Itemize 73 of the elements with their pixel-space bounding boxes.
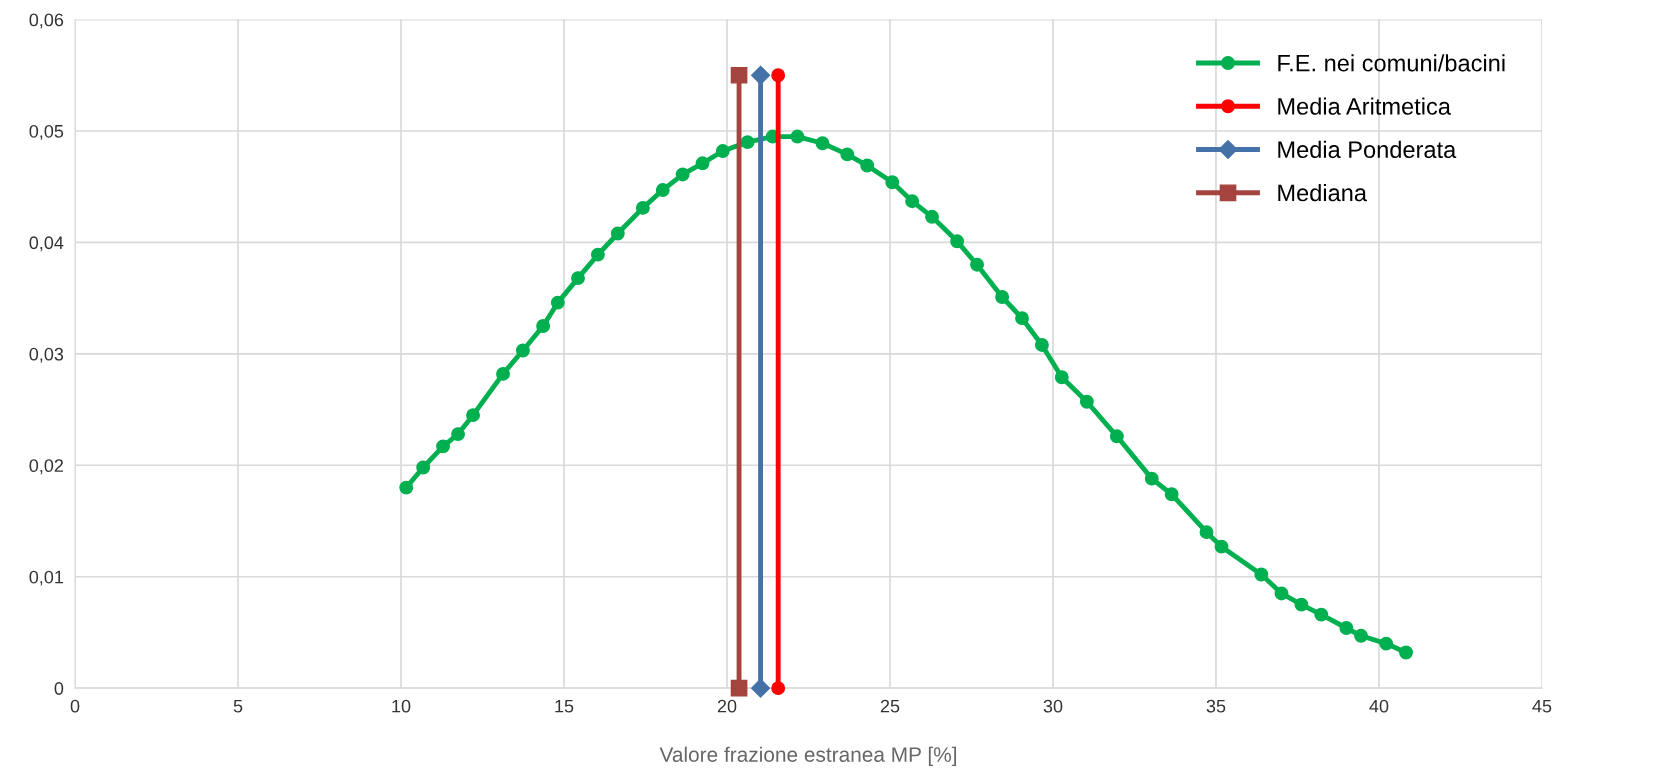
point <box>840 147 855 162</box>
point <box>1199 525 1214 540</box>
point <box>1144 471 1159 486</box>
point <box>790 129 805 144</box>
x-tick-label: 45 <box>1532 699 1552 713</box>
point <box>995 290 1010 304</box>
point <box>695 156 710 171</box>
x-tick-label: 40 <box>1369 699 1389 713</box>
point <box>675 167 690 182</box>
point <box>885 175 900 190</box>
point <box>496 366 510 381</box>
legend-label: F.E. nei comuni/bacini <box>1278 54 1505 72</box>
point <box>1214 539 1229 554</box>
point <box>730 679 748 697</box>
x-tick-label: 30 <box>1043 699 1063 713</box>
point <box>451 427 465 442</box>
point <box>950 234 965 249</box>
point <box>1399 645 1413 660</box>
point <box>610 226 625 241</box>
x-tick-label: 10 <box>392 699 411 713</box>
point <box>635 200 650 215</box>
legend-label: Mediana <box>1278 183 1367 202</box>
point <box>905 194 920 209</box>
legend-label: Media Ponderata <box>1278 140 1457 159</box>
point <box>1079 394 1094 409</box>
point <box>970 257 984 272</box>
point <box>1015 311 1029 326</box>
x-tick-label: 25 <box>880 699 900 713</box>
point <box>1294 597 1309 612</box>
point <box>1034 337 1049 352</box>
point <box>1054 370 1069 385</box>
point <box>1254 567 1269 582</box>
y-tick-label: 0,01 <box>29 570 64 586</box>
point <box>771 681 786 696</box>
point <box>590 247 605 262</box>
point <box>860 158 875 173</box>
point <box>751 65 771 85</box>
point <box>815 136 830 151</box>
y-tick-label: 0,02 <box>29 459 63 475</box>
x-tick-label: 20 <box>717 699 737 713</box>
point <box>1274 586 1289 601</box>
point <box>1109 429 1124 444</box>
x-axis-title: Valore frazione estranea MP [%] <box>659 746 957 767</box>
point <box>1164 487 1179 502</box>
legend-label: Media Aritmetica <box>1278 97 1451 115</box>
x-tick-label: 5 <box>233 699 243 713</box>
point <box>571 271 585 286</box>
point <box>399 480 414 495</box>
point <box>740 135 755 150</box>
point <box>1339 621 1354 635</box>
y-tick-label: 0,03 <box>29 347 64 363</box>
point <box>1379 636 1394 651</box>
point <box>1354 628 1368 643</box>
point <box>730 66 748 84</box>
point <box>515 343 530 358</box>
x-tick-label: 0 <box>70 699 80 713</box>
point <box>416 460 431 475</box>
point <box>751 678 771 698</box>
point <box>1314 607 1329 622</box>
x-tick-label: 15 <box>555 699 574 713</box>
point <box>466 408 480 423</box>
point <box>771 68 786 83</box>
point <box>436 439 451 454</box>
y-tick-label: 0,05 <box>29 124 64 140</box>
y-tick-label: 0 <box>54 682 64 695</box>
point <box>550 295 565 310</box>
point <box>715 144 730 158</box>
y-tick-label: 0,04 <box>29 236 64 252</box>
point <box>925 209 939 224</box>
point <box>536 319 551 333</box>
y-tick-label: 0,06 <box>29 13 64 29</box>
point <box>655 183 670 197</box>
x-tick-label: 35 <box>1206 699 1226 713</box>
